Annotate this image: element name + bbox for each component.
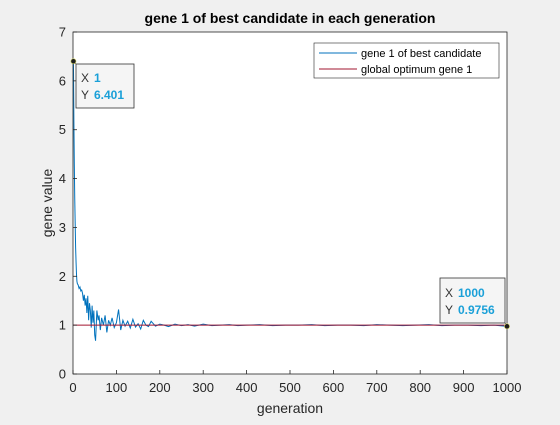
x-axis-label: generation [257, 400, 323, 416]
y-axis: 0 1 2 3 4 5 6 7 [59, 25, 77, 382]
datatip-marker-2 [504, 323, 510, 330]
datatip-1-y-value: 6.401 [94, 88, 124, 102]
datatip-markers [70, 58, 510, 330]
datatip-1-y-label: Y [81, 88, 89, 102]
y-tick-label-0: 0 [59, 367, 66, 382]
chart-title: gene 1 of best candidate in each generat… [145, 10, 436, 26]
y-tick-label-3: 3 [59, 220, 66, 235]
legend-label-series-2: global optimum gene 1 [361, 64, 472, 76]
x-tick-label-4: 400 [236, 380, 258, 395]
y-tick-label-1: 1 [59, 318, 66, 333]
datatip-marker-1 [70, 58, 77, 65]
datatip-1[interactable]: X 1 Y 6.401 [72, 60, 135, 109]
x-tick-label-5: 500 [279, 380, 301, 395]
x-axis: 0 100 200 300 400 500 600 700 800 900 1000 [69, 370, 521, 395]
y-tick-label-5: 5 [59, 122, 66, 137]
x-tick-label-9: 900 [453, 380, 475, 395]
y-tick-label-7: 7 [59, 25, 66, 40]
datatip-1-box [75, 63, 135, 109]
y-tick-label-4: 4 [59, 171, 66, 186]
y-axis-label: gene value [39, 169, 55, 238]
datatip-2-box [439, 277, 506, 324]
x-tick-label-2: 200 [149, 380, 171, 395]
x-tick-label-3: 300 [192, 380, 214, 395]
legend-box [313, 42, 500, 79]
datatip-2-x-value: 1000 [458, 286, 485, 300]
plot-area [73, 32, 507, 374]
y-tick-label-2: 2 [59, 269, 66, 284]
y-tick-label-6: 6 [59, 73, 66, 88]
datatip-1-x-label: X [81, 71, 89, 85]
datatip-2-y-label: Y [445, 303, 453, 317]
x-tick-label-7: 700 [366, 380, 388, 395]
legend[interactable]: gene 1 of best candidate global optimum … [313, 42, 500, 79]
legend-label-series-1: gene 1 of best candidate [361, 48, 481, 60]
x-tick-label-6: 600 [323, 380, 345, 395]
datatip-1-x-value: 1 [94, 71, 101, 85]
x-tick-label-8: 800 [409, 380, 431, 395]
x-tick-label-0: 0 [69, 380, 76, 395]
series-layer [72, 61, 508, 341]
x-tick-label-1: 100 [106, 380, 128, 395]
datatip-2-y-value: 0.9756 [458, 303, 495, 317]
datatip-2[interactable]: X 1000 Y 0.9756 [439, 277, 508, 326]
datatip-2-x-label: X [445, 286, 453, 300]
x-tick-label-10: 1000 [493, 380, 522, 395]
